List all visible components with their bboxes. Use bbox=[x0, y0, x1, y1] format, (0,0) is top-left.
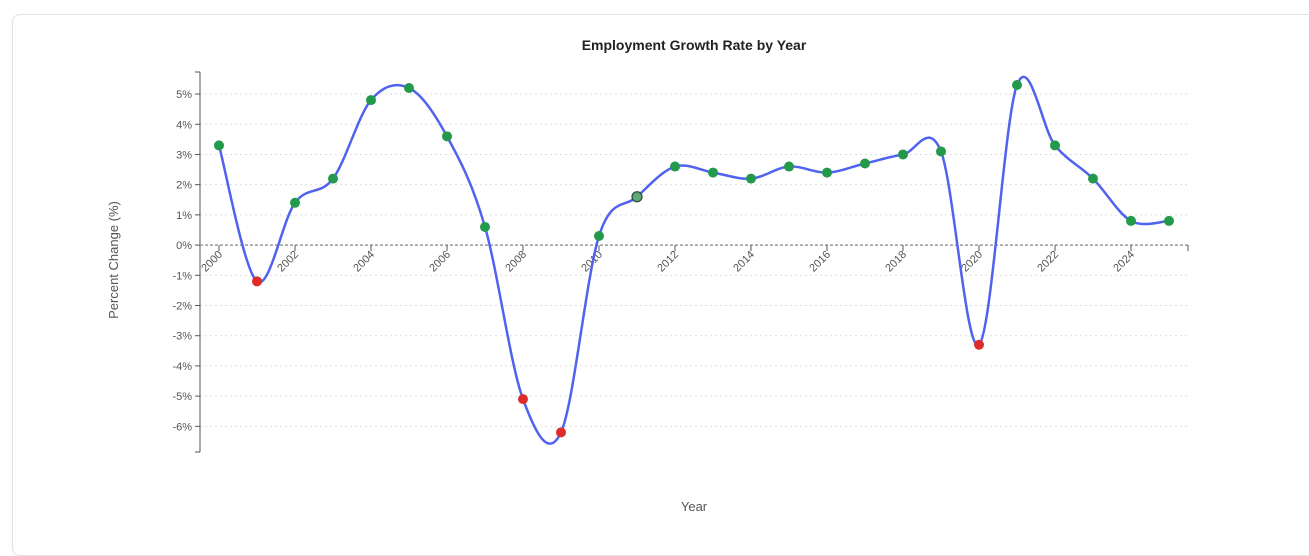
y-tick-label: -3% bbox=[172, 331, 192, 343]
y-tick-label: -2% bbox=[172, 300, 192, 312]
y-tick-label: 4% bbox=[176, 119, 192, 131]
data-point-2025[interactable] bbox=[1164, 215, 1174, 226]
data-point-2002[interactable] bbox=[290, 197, 300, 208]
data-point-2022[interactable] bbox=[1050, 140, 1060, 151]
x-tick-label: 2000 bbox=[199, 249, 225, 275]
data-point-2014[interactable] bbox=[746, 173, 756, 184]
x-tick-label: 2004 bbox=[351, 249, 377, 275]
chart-card bbox=[12, 14, 1309, 556]
y-tick-label: 5% bbox=[176, 89, 192, 101]
data-point-2011[interactable] bbox=[631, 191, 643, 203]
x-tick-label: 2020 bbox=[959, 249, 985, 275]
y-tick-label: -6% bbox=[172, 421, 192, 433]
y-tick-label: 3% bbox=[176, 149, 192, 161]
data-point-2023[interactable] bbox=[1088, 173, 1098, 184]
y-tick-label: -1% bbox=[172, 270, 192, 282]
y-tick-label: 0% bbox=[176, 240, 192, 252]
x-tick-label: 2008 bbox=[503, 249, 529, 275]
x-axis-label: Year bbox=[681, 499, 708, 514]
x-tick-label: 2024 bbox=[1111, 249, 1137, 275]
y-axis-label: Percent Change (%) bbox=[106, 201, 121, 319]
data-point-2007[interactable] bbox=[480, 221, 490, 232]
data-point-2015[interactable] bbox=[784, 161, 794, 172]
data-point-2010[interactable] bbox=[594, 231, 604, 242]
data-point-2018[interactable] bbox=[898, 149, 908, 160]
data-point-2021[interactable] bbox=[1012, 79, 1022, 90]
chart-title: Employment Growth Rate by Year bbox=[582, 37, 807, 53]
data-point-2019[interactable] bbox=[936, 146, 946, 157]
y-tick-label: -5% bbox=[172, 391, 192, 403]
x-tick-label: 2012 bbox=[655, 249, 681, 275]
data-point-2003[interactable] bbox=[328, 173, 338, 184]
data-point-2001[interactable] bbox=[252, 276, 262, 287]
data-point-2000[interactable] bbox=[214, 140, 224, 151]
data-point-2004[interactable] bbox=[366, 95, 376, 106]
y-tick-label: 1% bbox=[176, 210, 192, 222]
data-point-2013[interactable] bbox=[708, 167, 718, 178]
x-tick-label: 2014 bbox=[731, 249, 757, 275]
x-tick-label: 2002 bbox=[275, 249, 301, 275]
data-point-2005[interactable] bbox=[404, 83, 414, 94]
data-point-2012[interactable] bbox=[670, 161, 680, 172]
data-point-2016[interactable] bbox=[822, 167, 832, 178]
x-tick-label: 2016 bbox=[807, 249, 833, 275]
y-tick-label: 2% bbox=[176, 180, 192, 192]
line-chart: Employment Growth Rate by Year Year Perc… bbox=[106, 37, 1189, 514]
data-point-2017[interactable] bbox=[860, 158, 870, 169]
x-tick-label: 2022 bbox=[1035, 249, 1061, 275]
data-point-2020[interactable] bbox=[974, 339, 984, 350]
data-point-2024[interactable] bbox=[1126, 215, 1136, 226]
y-tick-label: -4% bbox=[172, 361, 192, 373]
x-tick-label: 2018 bbox=[883, 249, 909, 275]
data-point-2008[interactable] bbox=[518, 394, 528, 405]
data-point-2006[interactable] bbox=[442, 131, 452, 142]
x-tick-label: 2006 bbox=[427, 249, 453, 275]
data-point-2009[interactable] bbox=[556, 427, 566, 438]
